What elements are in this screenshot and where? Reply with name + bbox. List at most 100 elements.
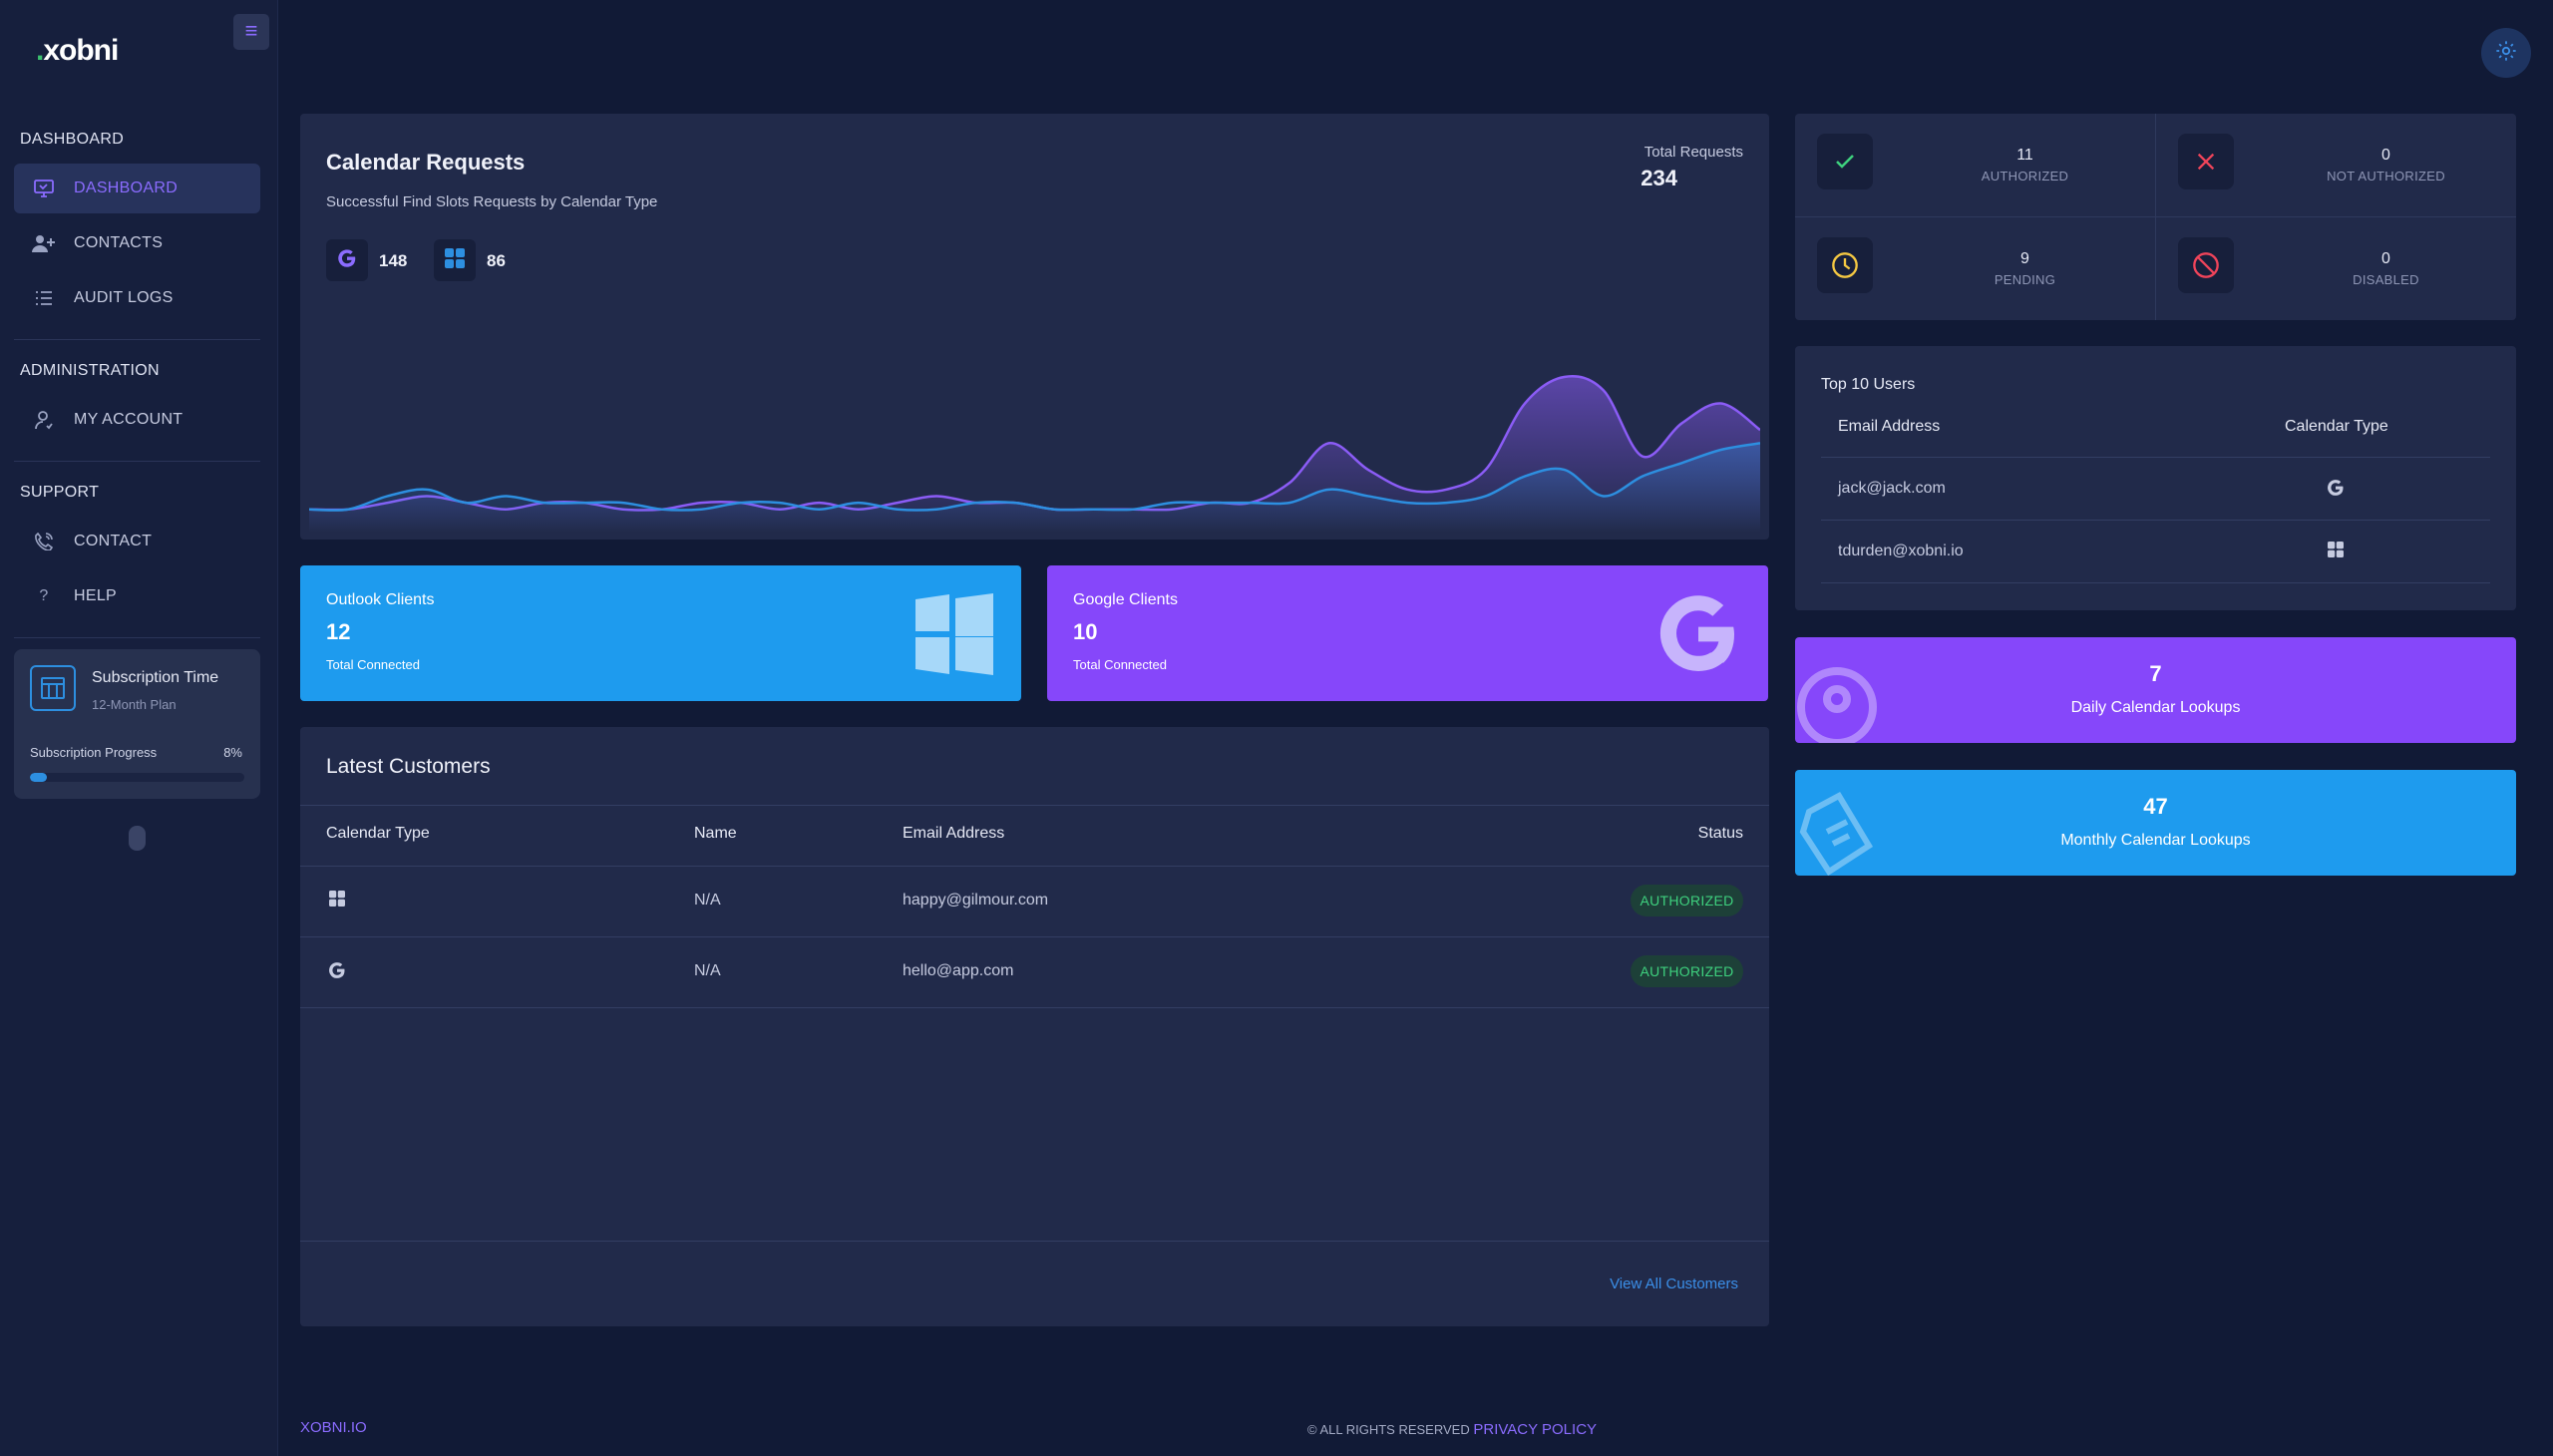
monthly-lookups-label: Monthly Calendar Lookups: [2060, 832, 2251, 849]
outlook-bg: [300, 565, 1021, 701]
stat-authorized: 11 AUTHORIZED: [1795, 114, 2155, 216]
customer-email: happy@gilmour.com: [903, 892, 1049, 909]
table-divider: [300, 805, 1769, 806]
calendar-requests-subtitle: Successful Find Slots Requests by Calend…: [326, 193, 658, 210]
google-icon: [327, 960, 347, 985]
table-divider: [1821, 520, 2490, 521]
stat-value: 9: [2020, 250, 2029, 267]
top-users-title: Top 10 Users: [1821, 376, 1916, 393]
table-row[interactable]: N/A happy@gilmour.com AUTHORIZED: [300, 867, 1769, 936]
stat-label: AUTHORIZED: [1981, 169, 2069, 183]
sidebar-item-label: CONTACTS: [74, 234, 164, 251]
google-bg: [1047, 565, 1768, 701]
subscription-progress-fill: [30, 773, 48, 782]
sidebar-scroll-handle[interactable]: [129, 826, 146, 851]
monitor-icon: [32, 177, 56, 200]
col-header-calendar-type: Calendar Type: [2285, 418, 2388, 435]
daily-lookups-value: 7: [2149, 661, 2162, 686]
menu-toggle-button[interactable]: ≡: [233, 14, 269, 50]
subscription-plan: 12-Month Plan: [92, 697, 177, 712]
total-requests-value: 234: [1641, 166, 1677, 190]
subscription-title: Subscription Time: [92, 669, 219, 686]
top-users-card: Top 10 Users Email Address Calendar Type…: [1795, 346, 2516, 610]
monthly-lookups-card: 47 Monthly Calendar Lookups: [1795, 770, 2516, 876]
outlook-clients-label: Outlook Clients: [326, 591, 435, 608]
google-icon: [336, 247, 358, 274]
daily-lookups-label: Daily Calendar Lookups: [2070, 699, 2241, 716]
user-plus-icon: [32, 231, 56, 255]
table-row[interactable]: N/A hello@app.com AUTHORIZED: [300, 937, 1769, 1007]
privacy-policy-link[interactable]: PRIVACY POLICY: [1473, 1421, 1598, 1438]
section-title-administration: ADMINISTRATION: [20, 362, 160, 379]
stat-label: PENDING: [1994, 272, 2056, 287]
status-badge: AUTHORIZED: [1631, 885, 1743, 916]
calendar-requests-card: Calendar Requests Successful Find Slots …: [300, 114, 1769, 540]
chart-area-series-0: [309, 376, 1760, 533]
customer-name: N/A: [694, 892, 721, 909]
clock-icon: [1817, 237, 1873, 293]
list-icon: [32, 286, 56, 310]
table-divider: [1821, 582, 2490, 583]
microsoft-badge: [434, 239, 476, 281]
col-header-email: Email Address: [1838, 418, 1941, 435]
col-header-calendar-type: Calendar Type: [326, 825, 430, 842]
sidebar-item-audit-logs[interactable]: AUDIT LOGS: [14, 273, 260, 323]
subscription-progress-bar: [30, 773, 244, 782]
outlook-clients-card: Outlook Clients 12 Total Connected: [300, 565, 1021, 701]
stat-disabled: 0 DISABLED: [2156, 217, 2516, 320]
app-logo[interactable]: .xobni: [36, 34, 119, 67]
sidebar-item-my-account[interactable]: MY ACCOUNT: [14, 395, 260, 445]
phone-icon: [32, 530, 56, 553]
sidebar-item-help[interactable]: ? HELP: [14, 571, 260, 621]
subscription-progress-value: 8%: [223, 745, 242, 760]
sidebar: .xobni ≡ DASHBOARD DASHBOARD CONTACTS AU…: [0, 0, 278, 1456]
table-divider: [1821, 457, 2490, 458]
view-all-customers-link[interactable]: View All Customers: [1610, 1275, 1738, 1292]
subscription-progress-label: Subscription Progress: [30, 745, 158, 760]
sidebar-item-contacts[interactable]: CONTACTS: [14, 218, 260, 268]
subscription-card: Subscription Time 12-Month Plan Subscrip…: [14, 649, 260, 799]
section-title-support: SUPPORT: [20, 484, 100, 501]
ban-icon: [2178, 237, 2234, 293]
stats-divider: [1795, 216, 2516, 217]
check-icon: [1817, 134, 1873, 189]
google-clients-count: 10: [1073, 619, 1098, 644]
sidebar-item-dashboard[interactable]: DASHBOARD: [14, 164, 260, 213]
col-header-status: Status: [1697, 825, 1743, 842]
microsoft-icon: [445, 247, 465, 273]
daily-lookups-card: 7 Daily Calendar Lookups: [1795, 637, 2516, 743]
table-row[interactable]: tdurden@xobni.io: [1821, 521, 2490, 582]
stat-value: 0: [2381, 250, 2390, 267]
sidebar-item-label: DASHBOARD: [74, 180, 179, 196]
microsoft-icon: [2328, 542, 2344, 562]
calendar-requests-chart: [309, 375, 1760, 533]
sidebar-item-label: AUDIT LOGS: [74, 289, 174, 306]
stat-not-authorized: 0 NOT AUTHORIZED: [2156, 114, 2516, 216]
microsoft-count: 86: [487, 251, 506, 270]
sidebar-item-contact[interactable]: CONTACT: [14, 517, 260, 566]
windows-icon: [912, 591, 995, 680]
customer-email: hello@app.com: [903, 962, 1014, 979]
table-row[interactable]: jack@jack.com: [1821, 458, 2490, 520]
stat-pending: 9 PENDING: [1795, 217, 2155, 320]
settings-button[interactable]: [2481, 28, 2531, 78]
tag-icon: [1799, 792, 1879, 876]
google-clients-sub: Total Connected: [1073, 657, 1167, 672]
sidebar-item-label: HELP: [74, 587, 117, 604]
auth-stats-card: 11 AUTHORIZED 0 NOT AUTHORIZED 9 PENDING…: [1795, 114, 2516, 320]
stat-label: NOT AUTHORIZED: [2327, 169, 2445, 183]
question-icon: ?: [39, 587, 49, 604]
footer-copyright: © ALL RIGHTS RESERVED PRIVACY POLICY: [1307, 1421, 1597, 1438]
google-clients-card: Google Clients 10 Total Connected: [1047, 565, 1768, 701]
table-divider: [300, 1007, 1769, 1008]
user-circle-icon: [1795, 665, 1879, 743]
outlook-clients-sub: Total Connected: [326, 657, 420, 672]
sidebar-divider: [14, 637, 260, 638]
google-badge: [326, 239, 368, 281]
x-icon: [2178, 134, 2234, 189]
customer-name: N/A: [694, 962, 721, 979]
latest-customers-card: Latest Customers Calendar Type Name Emai…: [300, 727, 1769, 1326]
footer-site-link[interactable]: XOBNI.IO: [300, 1419, 367, 1436]
google-icon: [1650, 585, 1746, 686]
google-count: 148: [379, 251, 408, 270]
